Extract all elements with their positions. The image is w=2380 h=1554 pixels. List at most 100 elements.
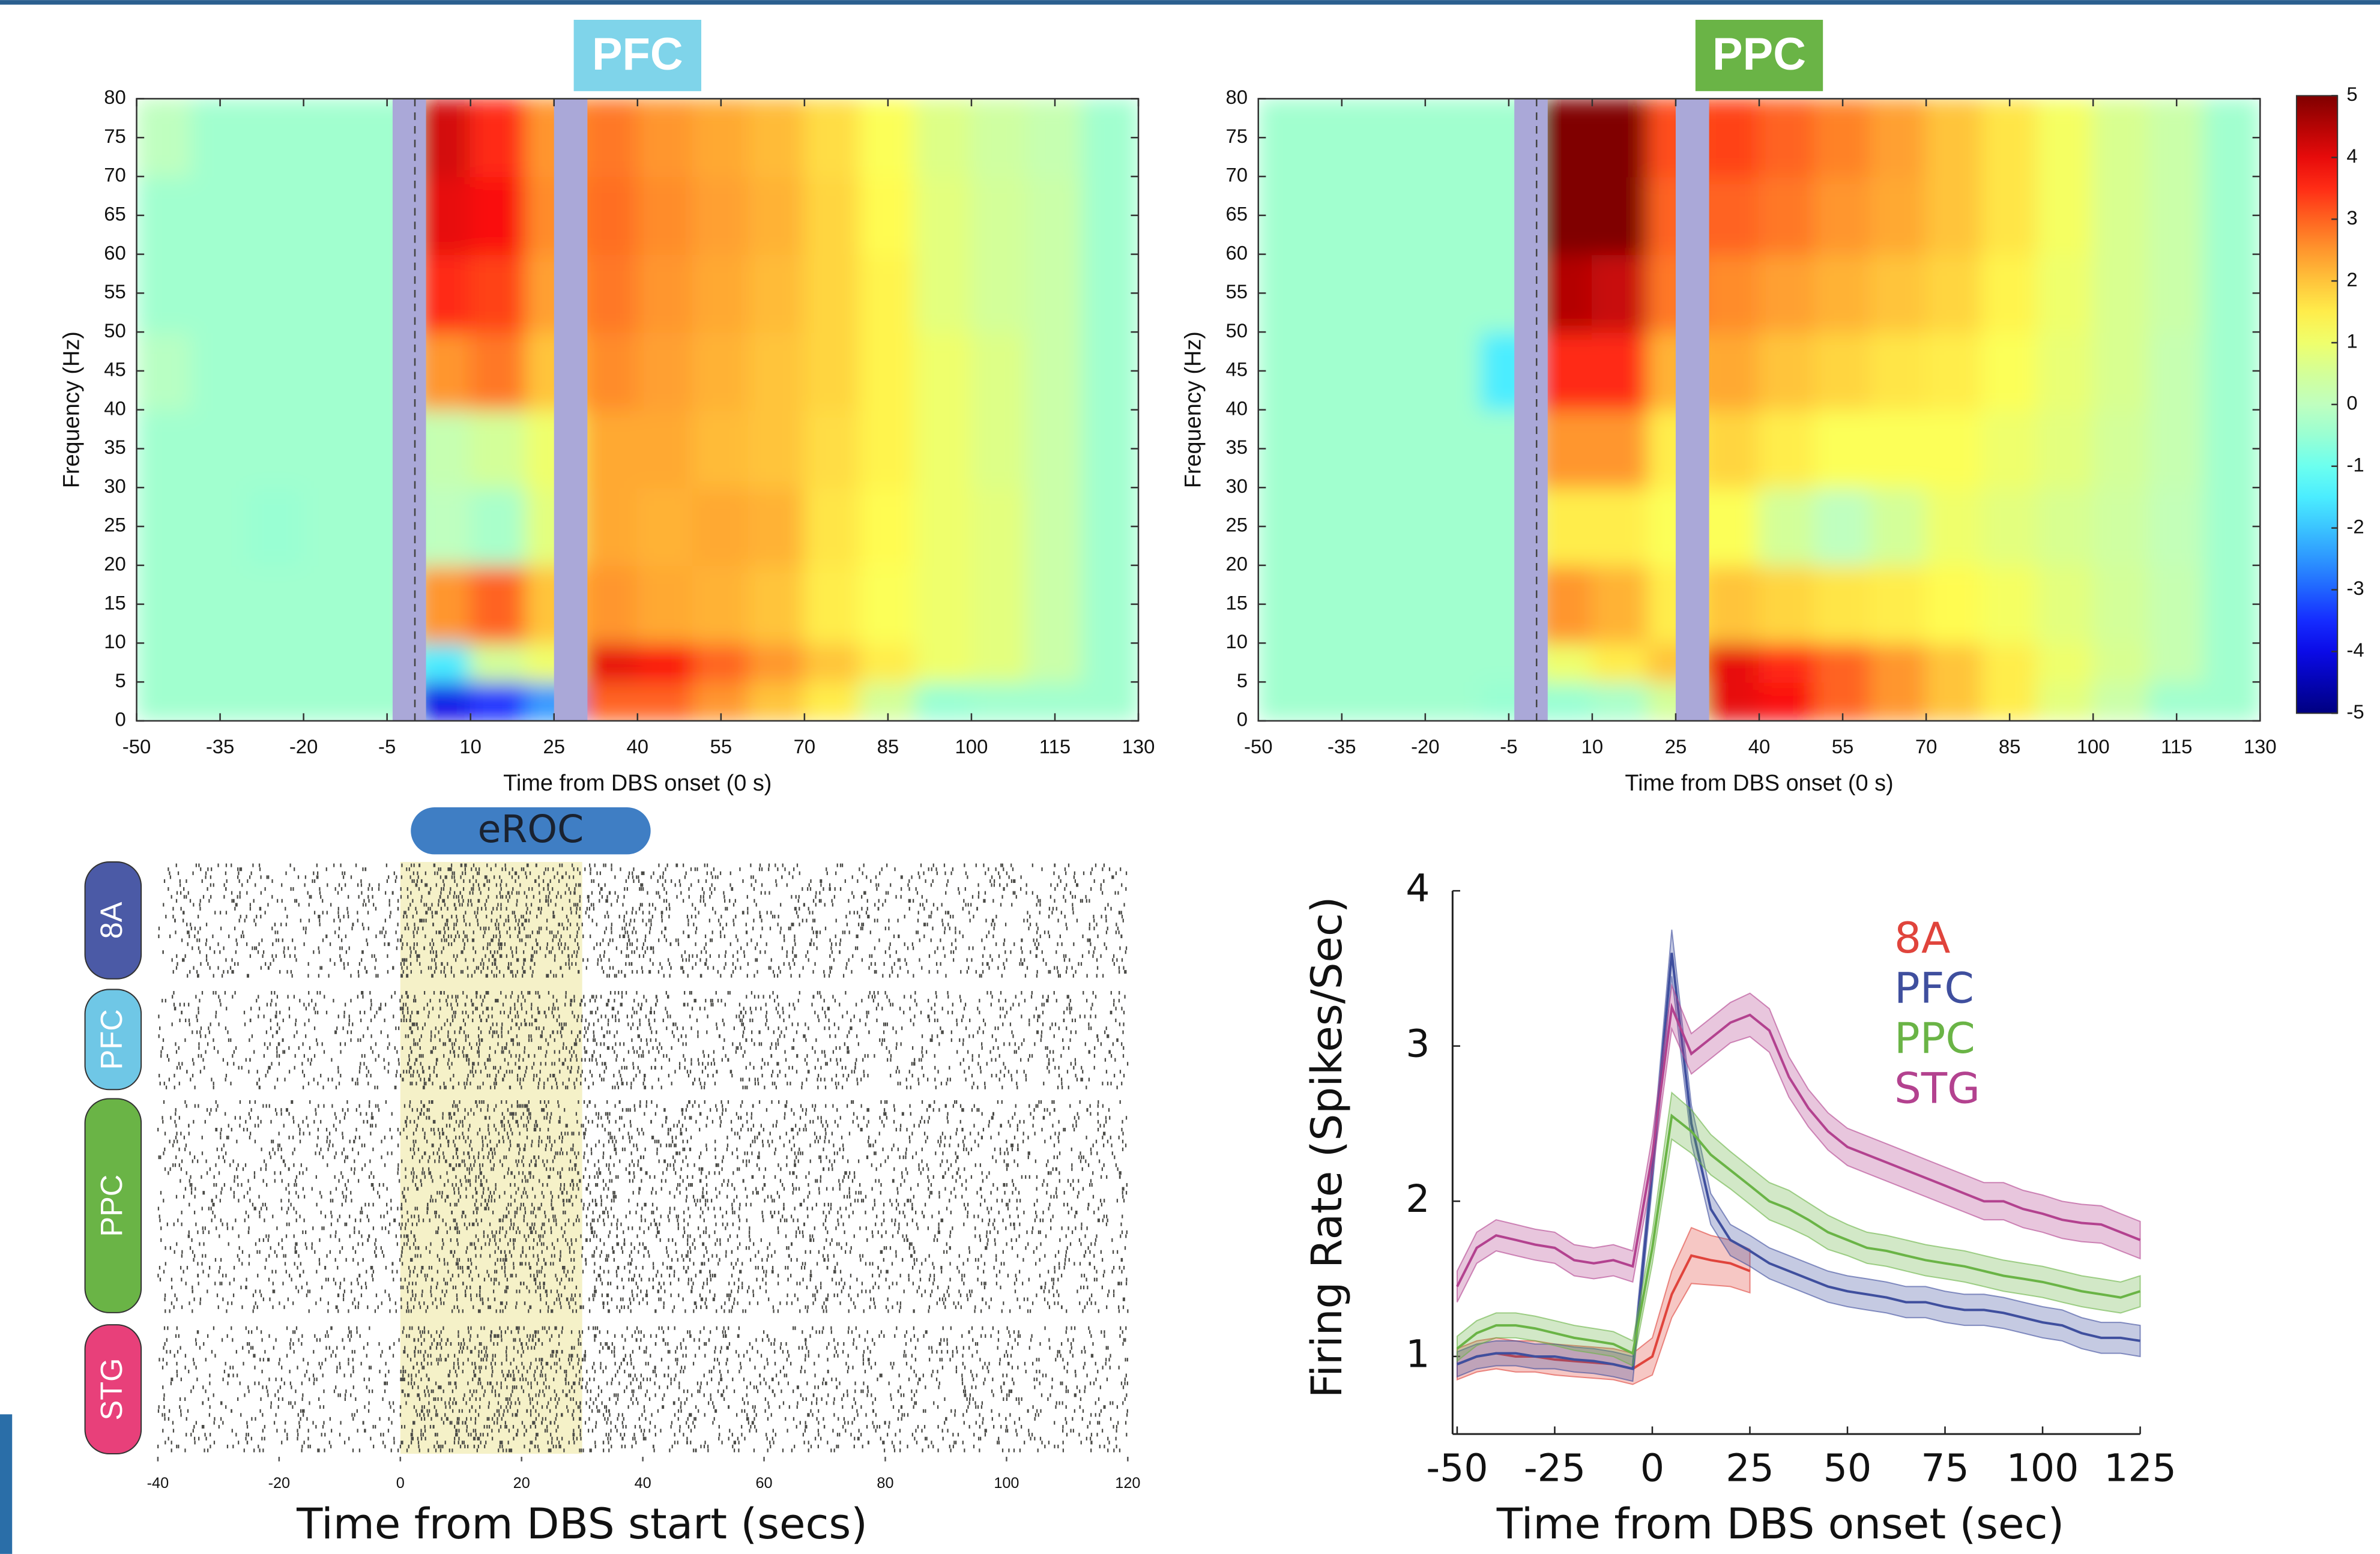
mean-line <box>1456 1113 2141 1355</box>
x-tick-label: 25 <box>1726 1445 1774 1490</box>
spike-raster <box>1006 863 1068 978</box>
heatmap-cell <box>1368 331 1427 411</box>
spike-raster <box>218 990 280 1089</box>
spike-raster <box>702 863 763 978</box>
y-axis-label: Firing Rate (Spikes/Sec) <box>1302 896 1352 1398</box>
heatmap-cell <box>1758 331 1816 411</box>
heatmap-cell <box>859 253 917 333</box>
spike-raster <box>1066 990 1129 1089</box>
heatmap-cell <box>914 642 973 683</box>
spike-raster <box>824 1326 886 1453</box>
y-tick-label: 4 <box>1406 866 1430 911</box>
y-tick-label: 10 <box>1226 630 1248 652</box>
heatmap-cell <box>914 175 973 255</box>
heatmap-cell <box>2092 331 2150 411</box>
spike-raster <box>764 990 826 1089</box>
spike-raster <box>946 863 1007 978</box>
heatmap-cell <box>1368 681 1427 721</box>
heatmap-cell <box>914 253 973 333</box>
spike-raster <box>279 1326 339 1453</box>
heatmap-cell <box>1082 331 1139 411</box>
spike-raster <box>339 990 401 1089</box>
heatmap-cell <box>2092 642 2150 683</box>
heatmap-cell <box>136 487 193 567</box>
heatmap-cell <box>636 331 694 411</box>
spike-raster <box>279 863 340 978</box>
heatmap-cell <box>470 564 527 644</box>
heatmap-cell <box>191 487 249 567</box>
y-tick-label: 0 <box>1237 708 1248 730</box>
x-tick-label: 130 <box>2244 735 2277 757</box>
heatmap-cell <box>136 409 193 489</box>
side-tab <box>0 1414 13 1554</box>
heatmap-cell <box>636 487 694 567</box>
heatmap-cell <box>1258 409 1315 489</box>
heatmap-cell <box>2092 253 2150 333</box>
heatmap-cell <box>247 564 304 644</box>
heatmap-cell <box>247 253 304 333</box>
spike-raster <box>884 990 944 1089</box>
heatmap-cell <box>1026 331 1084 411</box>
heatmap-cell <box>692 331 750 411</box>
shaded-span <box>1514 98 1548 721</box>
heatmap-cell <box>1026 487 1084 567</box>
heatmap-cell <box>1925 409 1983 489</box>
heatmap-cell <box>1870 175 1927 255</box>
heatmap-cell <box>1591 331 1649 411</box>
spike-raster <box>218 1326 280 1453</box>
x-tick-label: 75 <box>1921 1445 1969 1490</box>
heatmap-cell <box>1758 98 1816 178</box>
x-tick-label: 115 <box>1039 735 1071 757</box>
heatmap-cell <box>136 564 193 644</box>
x-tick-label: 10 <box>1581 735 1604 757</box>
heatmap-cell <box>970 98 1028 178</box>
y-tick-label: 10 <box>104 630 126 652</box>
heatmap-cell <box>859 331 917 411</box>
x-tick-label: 55 <box>710 735 732 757</box>
y-tick-label: 25 <box>104 514 126 536</box>
title-box <box>1695 19 1823 91</box>
heatmap-cell <box>1925 642 1983 683</box>
chart-title: PFC <box>592 29 683 80</box>
heatmap-cell <box>1703 175 1760 255</box>
heatmap-cell <box>1026 564 1084 644</box>
heatmap-cell <box>803 253 861 333</box>
heatmap-cell <box>914 487 973 567</box>
heatmap-cell <box>1424 253 1482 333</box>
heatmap-cell <box>859 409 917 489</box>
heatmap-cell <box>191 331 249 411</box>
heatmap-cell <box>470 487 527 567</box>
heatmap-cell <box>692 175 750 255</box>
heatmap-cell <box>470 175 527 255</box>
x-tick-label: -40 <box>147 1475 169 1492</box>
heatmap-cell <box>1981 175 2038 255</box>
heatmap-cell <box>1981 642 2038 683</box>
heatmap-cell <box>1925 487 1983 567</box>
heatmap-cell <box>470 253 527 333</box>
heatmap-cell <box>1981 331 2038 411</box>
heatmap-cell <box>1925 564 1983 644</box>
spike-raster <box>339 863 399 978</box>
x-tick-label: 40 <box>635 1475 651 1492</box>
shaded-span <box>554 98 588 721</box>
x-tick-label: -5 <box>1500 735 1517 757</box>
heatmap-cell <box>914 331 973 411</box>
heatmap-cell <box>136 642 193 683</box>
colorbar-tick-label: 3 <box>2346 206 2357 229</box>
heatmap-cell <box>1870 487 1927 567</box>
x-tick-label: 10 <box>459 735 482 757</box>
heatmap-cell <box>1313 175 1371 255</box>
heatmap-cell <box>1258 175 1315 255</box>
heatmap-cell <box>1368 409 1427 489</box>
heatmap-cell <box>303 681 360 721</box>
x-tick-label: -50 <box>1244 735 1273 757</box>
heatmap-cell <box>303 642 360 683</box>
y-tick-label: 15 <box>1226 591 1248 613</box>
title-box <box>573 19 701 91</box>
colorbar-tick-label: -3 <box>2346 577 2364 599</box>
y-tick-label: 3 <box>1406 1021 1430 1065</box>
spike-raster <box>521 863 581 978</box>
error-band <box>1456 929 2141 1382</box>
heatmap-cell <box>1082 409 1139 489</box>
